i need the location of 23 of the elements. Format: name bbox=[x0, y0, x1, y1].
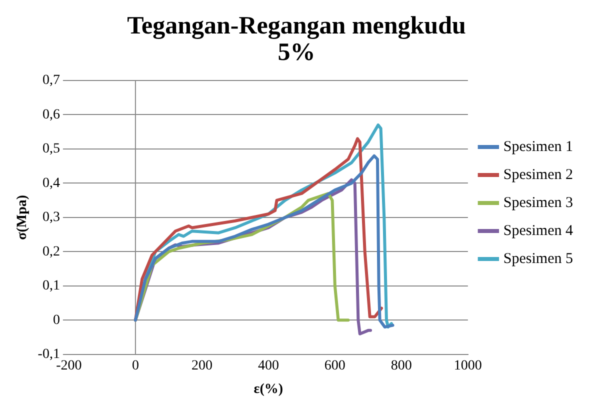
y-tick-label: 0,7 bbox=[42, 73, 60, 88]
x-axis-title: ε(%) bbox=[254, 382, 284, 398]
x-tick-label: 400 bbox=[258, 358, 279, 374]
x-tick-label: 1000 bbox=[454, 358, 482, 374]
text: Tegangan-Regangan mengkudu bbox=[127, 12, 466, 40]
y-tick-label: 0,3 bbox=[42, 210, 60, 226]
y-tick-label: 0,4 bbox=[42, 176, 60, 191]
legend-label: Spesimen 4 bbox=[503, 222, 574, 239]
y-axis-title: σ(Mpa) bbox=[15, 194, 30, 240]
y-tick-label: 0,6 bbox=[42, 107, 60, 122]
x-tick-label: 0 bbox=[132, 358, 139, 374]
y-tick-label: 0,5 bbox=[42, 142, 60, 157]
x-tick-label: 200 bbox=[191, 358, 212, 374]
legend-label: Spesimen 2 bbox=[503, 166, 574, 183]
text: 5% bbox=[278, 38, 316, 66]
y-tick-label: 0,2 bbox=[42, 244, 60, 260]
x-tick-label: 800 bbox=[390, 358, 412, 374]
legend-label: Spesimen 1 bbox=[503, 138, 574, 155]
x-tick-label: 600 bbox=[324, 358, 346, 374]
legend-label: Spesimen 3 bbox=[503, 194, 574, 211]
legend-label: Spesimen 5 bbox=[503, 250, 574, 267]
y-tick-label: 0 bbox=[52, 312, 60, 328]
y-tick-label: 0,1 bbox=[42, 278, 60, 294]
